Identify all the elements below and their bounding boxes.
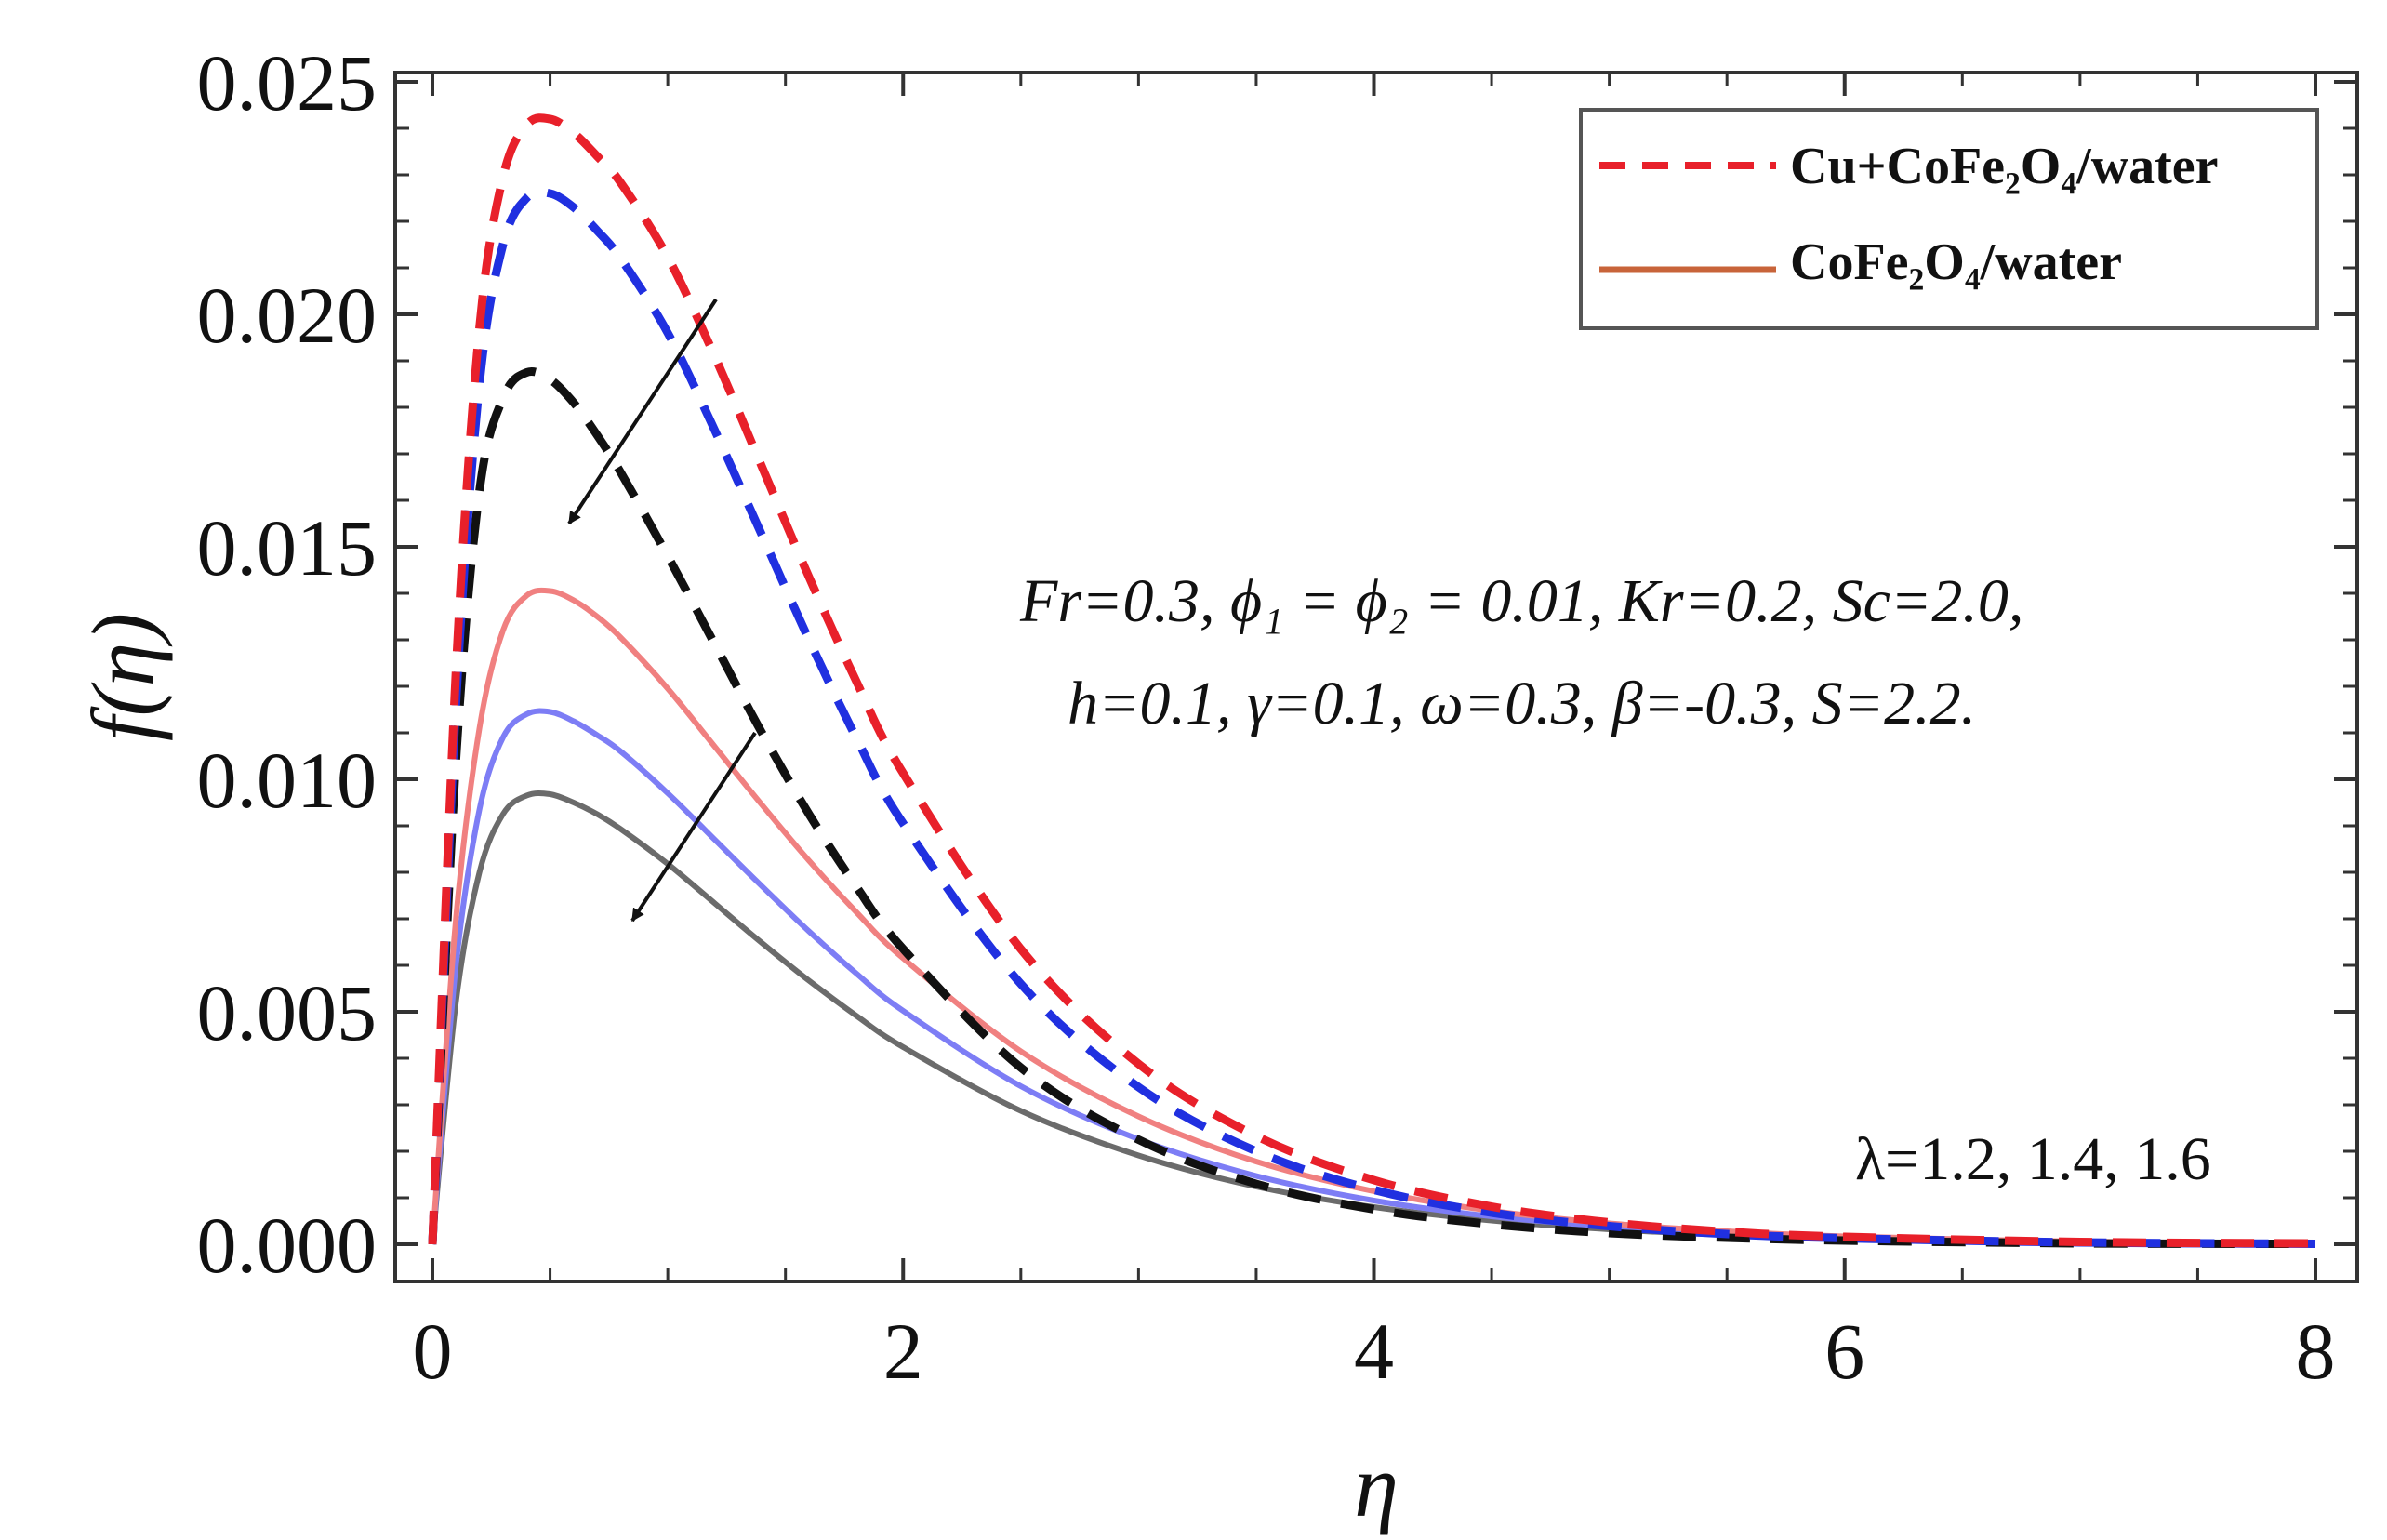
x-tick-label: 8 [2296,1307,2336,1396]
plot-frame [393,71,2359,1283]
x-tick-label: 2 [883,1307,923,1396]
y-tick-label: 0.020 [197,271,378,360]
y-tick-label: 0.005 [197,968,378,1057]
arrow-solid-trend [630,731,757,923]
x-axis-ticks: 0 2 4 6 8 [413,73,2336,1396]
x-axis-label: η [1354,1436,1399,1535]
x-tick-label: 0 [413,1307,453,1396]
params-line-1: Fr=0.3, ϕ₁ = ϕ₂ = 0.01, Kr=0.2, Sc=2.0, [1019,567,2023,635]
dashed-curve-0 [428,113,2316,1248]
y-axis-label: f(η) [73,613,173,741]
legend-box [1579,108,2319,330]
y-tick-label: 0.010 [197,736,378,825]
legend: Cu+CoFe₂O₄/water CoFe₂O₄/water [1579,108,2319,330]
arrow-dashed-trend [567,298,718,525]
y-tick-label: 0.000 [197,1201,378,1290]
dashed-curve-2 [428,367,2316,1248]
y-axis-ticks: 0.000 0.005 0.010 0.015 0.020 0.025 [197,38,2357,1290]
dashed-curve-1 [428,187,2316,1248]
y-tick-label: 0.015 [197,503,378,592]
x-tick-label: 6 [1824,1307,1864,1396]
y-tick-label: 0.025 [197,38,378,127]
lambda-label: λ=1.2, 1.4, 1.6 [1855,1125,2211,1193]
legend-label-mono: CoFe₂O₄/water [1790,233,2122,291]
legend-label-hybrid: Cu+CoFe₂O₄/water [1790,138,2219,195]
params-line-2: h=0.1, γ=0.1, ω=0.3, β=-0.3, S=2.2. [1068,670,1976,737]
x-tick-label: 4 [1354,1307,1394,1396]
curves [428,113,2316,1248]
